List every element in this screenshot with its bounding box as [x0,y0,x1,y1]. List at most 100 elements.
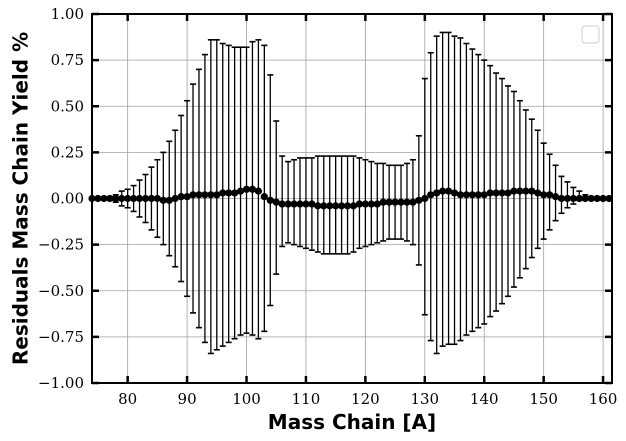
data-point [486,189,494,197]
data-point [498,189,506,197]
data-point [141,194,150,203]
data-point [135,194,144,203]
data-point [349,202,358,210]
y-tick-label: 0.00 [51,190,84,208]
data-point [326,202,334,210]
x-tick-label: 130 [410,390,439,408]
data-point [254,187,262,195]
y-tick-label: 1.00 [51,5,84,23]
data-point [391,198,399,206]
y-axis-ticks: −1.00 −0.75 −0.50 −0.25 0.00 0.25 0.50 0.75 1.00 [38,5,612,392]
data-point [516,187,524,195]
data-point [450,189,459,197]
data-point [177,193,185,201]
data-point [225,189,233,197]
data-point [581,194,589,203]
data-point [385,198,393,206]
data-point [94,194,102,203]
data-point [302,200,310,208]
data-point [379,198,387,206]
data-point [272,198,280,206]
data-point [201,191,209,199]
x-tick-label: 80 [118,390,137,408]
data-point [540,191,548,199]
data-point [296,200,304,208]
data-point [456,191,465,199]
data-point [231,189,239,197]
y-tick-label: −1.00 [38,374,84,392]
data-point [165,196,173,204]
data-point [546,191,554,199]
data-point [153,194,161,203]
data-point [433,189,441,197]
data-point [367,200,375,208]
data-point [130,194,138,203]
data-point [397,198,405,206]
data-point [195,191,203,199]
data-point [290,200,298,208]
x-tick-label: 110 [292,390,321,408]
legend-box [581,25,600,44]
x-tick-label: 90 [178,390,197,408]
data-point [207,191,215,199]
y-tick-label: −0.75 [38,328,84,346]
data-point [124,194,132,203]
data-point [510,187,518,195]
y-tick-label: −0.25 [38,236,84,254]
data-point [468,191,476,199]
y-tick-label: −0.50 [38,282,84,300]
data-point [522,187,530,195]
data-point [534,189,542,197]
data-point [106,194,114,203]
data-point [171,194,179,203]
data-point [278,200,286,208]
data-point [118,194,126,203]
data-point [373,200,381,208]
data-point [492,189,500,197]
data-point [480,191,488,199]
data-point [236,187,245,195]
x-tick-label: 120 [351,390,380,408]
data-point [439,187,447,195]
y-tick-label: 0.75 [51,51,84,69]
data-point [314,202,322,210]
x-tick-label: 140 [470,390,499,408]
data-point [183,193,191,201]
data-point [260,193,268,201]
data-point [587,194,595,203]
data-point [332,202,340,210]
data-point [308,200,316,208]
x-axis-label: Mass Chain [A] [268,410,436,434]
data-point [409,198,417,206]
data-point [569,194,577,203]
data-point [421,194,429,203]
data-point [248,185,257,193]
data-point [557,194,566,203]
data-points [88,185,613,210]
data-point [528,187,536,195]
data-point [427,191,435,199]
data-point [242,185,251,193]
data-point [159,196,167,204]
x-tick-label: 160 [589,390,618,408]
data-point [605,194,613,203]
plot-frame [91,13,613,384]
data-point [403,198,411,206]
data-point [474,191,482,199]
data-point [504,189,512,197]
y-tick-label: 0.50 [51,97,84,115]
data-point [147,194,156,203]
data-point [343,202,352,210]
data-point [593,194,601,203]
data-point [361,200,369,208]
data-point [563,194,572,203]
y-axis-label: Residuals Mass Chain Yield % [9,32,33,365]
data-point [112,194,120,203]
data-point [599,194,607,203]
x-tick-label: 150 [529,390,558,408]
data-point [444,187,453,195]
data-point [575,194,583,203]
data-point [320,202,328,210]
